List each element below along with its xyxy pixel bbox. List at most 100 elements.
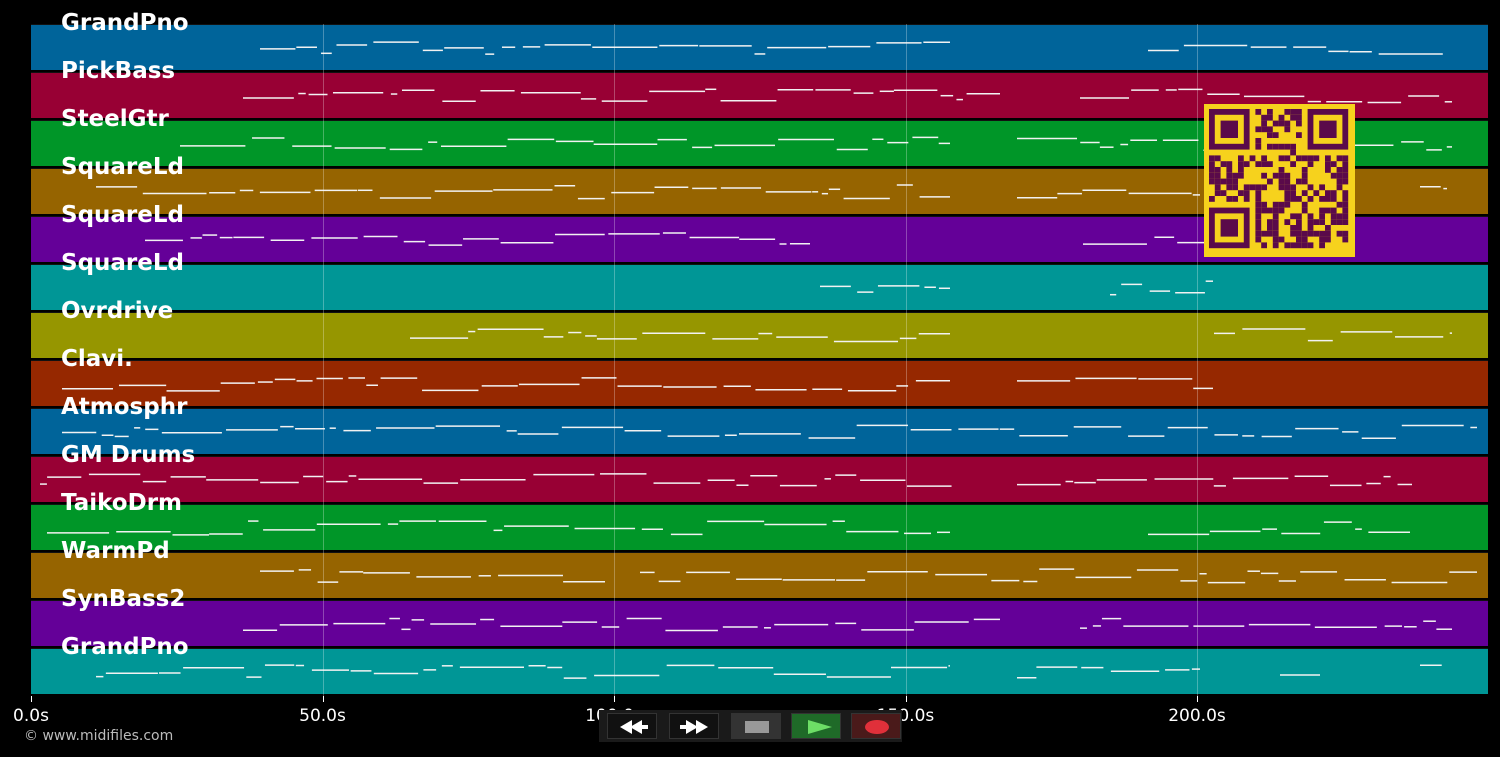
qr-module [1232, 172, 1238, 179]
qr-module [1319, 213, 1325, 220]
qr-module [1319, 242, 1325, 249]
play-button[interactable] [791, 713, 841, 739]
qr-module [1261, 120, 1267, 127]
grid-line [1197, 24, 1198, 696]
qr-module [1330, 213, 1337, 220]
qr-module [1313, 219, 1320, 225]
qr-module [1255, 196, 1262, 202]
qr-module [1296, 196, 1302, 202]
qr-module [1342, 155, 1349, 162]
qr-module [1342, 196, 1349, 202]
qr-module [1272, 236, 1279, 243]
qr-module [1301, 230, 1308, 237]
qr-module [1301, 236, 1308, 243]
qr-module [1261, 230, 1267, 237]
qr-module [1272, 219, 1279, 225]
qr-module [1307, 225, 1314, 231]
track-label: SquareLd [61, 154, 184, 180]
track-lane [31, 552, 1488, 598]
qr-module [1209, 178, 1215, 185]
qr-module [1342, 201, 1349, 208]
qr-module [1284, 126, 1291, 133]
axis-tick-label: 200.0s [1168, 706, 1226, 726]
qr-module [1267, 207, 1273, 214]
track-label: SynBass2 [61, 586, 186, 612]
qr-module [1325, 155, 1331, 162]
qr-module [1261, 207, 1267, 214]
qr-finder [1319, 120, 1337, 138]
qr-module [1261, 161, 1267, 167]
qr-module [1307, 213, 1314, 220]
qr-module [1284, 155, 1291, 162]
qr-module [1296, 155, 1302, 162]
qr-module [1255, 184, 1262, 191]
qr-module [1214, 155, 1221, 162]
qr-module [1272, 120, 1279, 127]
record-icon [865, 720, 889, 734]
qr-code-pattern [1209, 109, 1349, 249]
track-label: Clavi. [61, 346, 133, 372]
qr-module [1296, 225, 1302, 231]
qr-module [1261, 155, 1267, 162]
qr-module [1325, 207, 1331, 214]
qr-module [1330, 172, 1337, 179]
qr-module [1267, 132, 1273, 138]
qr-module [1336, 184, 1343, 191]
rewind-button[interactable] [607, 713, 657, 739]
qr-module [1342, 172, 1349, 179]
qr-module [1319, 230, 1325, 237]
qr-module [1330, 207, 1337, 214]
qr-code[interactable] [1204, 104, 1355, 257]
qr-module [1220, 178, 1227, 185]
qr-module [1238, 190, 1244, 196]
qr-module [1255, 190, 1262, 196]
axis-tick [614, 696, 615, 702]
fast-forward-icon [680, 720, 708, 734]
qr-module [1290, 230, 1296, 237]
fast-forward-button[interactable] [669, 713, 719, 739]
track-lane [31, 600, 1488, 646]
qr-module [1232, 184, 1238, 191]
qr-module [1261, 172, 1267, 179]
qr-module [1290, 196, 1296, 202]
qr-module [1319, 207, 1325, 214]
axis-tick-label: 0.0s [13, 706, 49, 726]
qr-module [1226, 184, 1233, 191]
track-label: WarmPd [61, 538, 170, 564]
qr-module [1307, 219, 1314, 225]
qr-module [1238, 161, 1244, 167]
qr-module [1272, 132, 1279, 138]
copyright-text: © www.midifiles.com [24, 728, 174, 744]
track-label: Ovrdrive [61, 298, 174, 324]
qr-module [1249, 155, 1256, 162]
track-label: SquareLd [61, 202, 184, 228]
track-lane [31, 456, 1488, 502]
qr-module [1296, 242, 1302, 249]
qr-module [1243, 190, 1250, 196]
qr-module [1301, 242, 1308, 249]
qr-module [1267, 230, 1273, 237]
qr-module [1209, 196, 1215, 202]
qr-module [1226, 172, 1233, 179]
qr-module [1325, 230, 1331, 237]
qr-module [1267, 178, 1273, 185]
qr-module [1296, 132, 1302, 138]
record-button[interactable] [851, 713, 901, 739]
qr-module [1214, 190, 1221, 196]
qr-module [1301, 178, 1308, 185]
track-lane [31, 24, 1488, 70]
qr-module [1330, 190, 1337, 196]
qr-module [1325, 190, 1331, 196]
stop-button[interactable] [731, 713, 781, 739]
qr-module [1232, 178, 1238, 185]
qr-module [1261, 126, 1267, 133]
qr-module [1342, 213, 1349, 220]
qr-module [1342, 219, 1349, 225]
qr-module [1226, 196, 1233, 202]
qr-module [1301, 167, 1308, 173]
qr-module [1342, 190, 1349, 196]
qr-module [1267, 225, 1273, 231]
qr-module [1296, 213, 1302, 220]
qr-module [1214, 178, 1221, 185]
qr-module [1209, 161, 1215, 167]
